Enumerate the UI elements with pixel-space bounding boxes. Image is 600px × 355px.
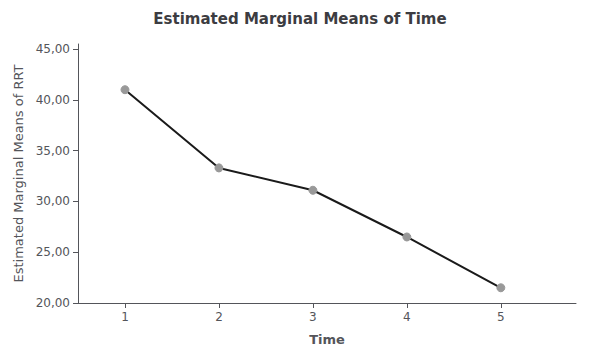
svg-text:20,00: 20,00 bbox=[36, 296, 70, 310]
svg-text:2: 2 bbox=[215, 310, 223, 324]
svg-text:5: 5 bbox=[497, 310, 505, 324]
svg-text:Estimated Marginal Means of Ti: Estimated Marginal Means of Time bbox=[153, 10, 446, 28]
svg-text:25,00: 25,00 bbox=[36, 245, 70, 259]
svg-text:3: 3 bbox=[309, 310, 317, 324]
svg-text:40,00: 40,00 bbox=[36, 93, 70, 107]
svg-text:45,00: 45,00 bbox=[36, 42, 70, 56]
svg-text:4: 4 bbox=[403, 310, 411, 324]
svg-text:Estimated Marginal Means of RR: Estimated Marginal Means of RRT bbox=[11, 64, 26, 282]
svg-text:35,00: 35,00 bbox=[36, 144, 70, 158]
svg-text:Time: Time bbox=[309, 332, 345, 347]
svg-text:1: 1 bbox=[121, 310, 129, 324]
svg-text:30,00: 30,00 bbox=[36, 194, 70, 208]
